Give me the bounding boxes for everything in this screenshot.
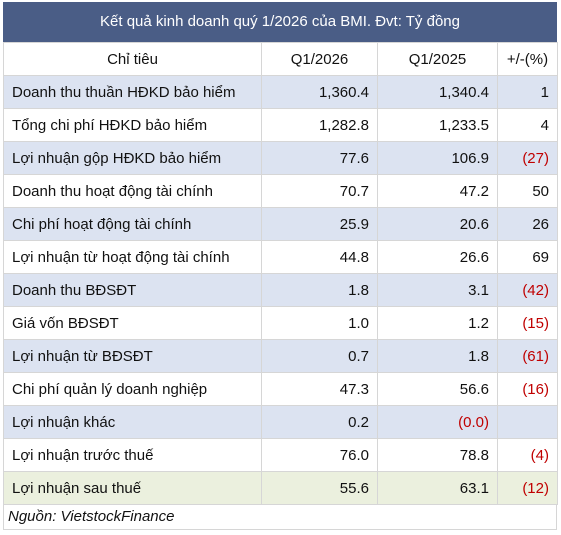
value-cell: 1,340.4 xyxy=(377,75,498,109)
row-label: Doanh thu BĐSĐT xyxy=(3,273,262,307)
row-label: Chi phí quản lý doanh nghiệp xyxy=(3,372,262,406)
table-row: Lợi nhuận sau thuế 55.6 63.1 (12) xyxy=(3,471,558,505)
value-cell: 1,360.4 xyxy=(261,75,378,109)
table-row: Tổng chi phí HĐKD bảo hiểm 1,282.8 1,233.5… xyxy=(3,108,558,142)
value-cell: (16) xyxy=(497,372,558,406)
table-row: Lợi nhuận từ hoạt động tài chính 44.8 26.6… xyxy=(3,240,558,274)
table-row: Chi phí quản lý doanh nghiệp 47.3 56.6 (16) xyxy=(3,372,558,406)
table: Chỉ tiêu Q1/2026 Q1/2025 +/-(%) Doanh thu th… xyxy=(3,42,558,505)
value-cell: 20.6 xyxy=(377,207,498,241)
row-label: Giá vốn BĐSĐT xyxy=(3,306,262,340)
value-cell: 1.2 xyxy=(377,306,498,340)
value-cell: 44.8 xyxy=(261,240,378,274)
table-row: Chi phí hoạt động tài chính 25.9 20.6 26 xyxy=(3,207,558,241)
value-cell: 106.9 xyxy=(377,141,498,175)
value-cell: 77.6 xyxy=(261,141,378,175)
value-cell: (0.0) xyxy=(377,405,498,439)
value-cell: 47.2 xyxy=(377,174,498,208)
table-row: Doanh thu thuần HĐKD bảo hiểm 1,360.4 1,34… xyxy=(3,75,558,109)
row-label: Chi phí hoạt động tài chính xyxy=(3,207,262,241)
value-cell: (12) xyxy=(497,471,558,505)
row-label: Lợi nhuận từ hoạt động tài chính xyxy=(3,240,262,274)
value-cell xyxy=(497,405,558,439)
value-cell: 47.3 xyxy=(261,372,378,406)
value-cell: 1,282.8 xyxy=(261,108,378,142)
value-cell: 55.6 xyxy=(261,471,378,505)
value-cell: 56.6 xyxy=(377,372,498,406)
table-row: Lợi nhuận khác 0.2 (0.0) xyxy=(3,405,558,439)
table-title: Kết quả kinh doanh quý 1/2026 của BMI. Đ… xyxy=(3,2,557,42)
header-cell: Q1/2026 xyxy=(261,42,378,76)
value-cell: 26 xyxy=(497,207,558,241)
table-row: Lợi nhuận trước thuế 76.0 78.8 (4) xyxy=(3,438,558,472)
table-row: Lợi nhuận từ BĐSĐT 0.7 1.8 (61) xyxy=(3,339,558,373)
row-label: Lợi nhuận trước thuế xyxy=(3,438,262,472)
value-cell: 76.0 xyxy=(261,438,378,472)
row-label: Doanh thu thuần HĐKD bảo hiểm xyxy=(3,75,262,109)
row-label: Lợi nhuận sau thuế xyxy=(3,471,262,505)
value-cell: 0.2 xyxy=(261,405,378,439)
value-cell: (61) xyxy=(497,339,558,373)
header-cell: Q1/2025 xyxy=(377,42,498,76)
value-cell: 1.0 xyxy=(261,306,378,340)
value-cell: (42) xyxy=(497,273,558,307)
value-cell: 25.9 xyxy=(261,207,378,241)
row-label: Lợi nhuận gộp HĐKD bảo hiểm xyxy=(3,141,262,175)
value-cell: 26.6 xyxy=(377,240,498,274)
table-row: Lợi nhuận gộp HĐKD bảo hiểm 77.6 106.9 (27) xyxy=(3,141,558,175)
value-cell: (4) xyxy=(497,438,558,472)
value-cell: 1 xyxy=(497,75,558,109)
value-cell: 0.7 xyxy=(261,339,378,373)
row-label: Lợi nhuận từ BĐSĐT xyxy=(3,339,262,373)
value-cell: 1.8 xyxy=(261,273,378,307)
value-cell: 50 xyxy=(497,174,558,208)
source-note: Nguồn: VietstockFinance xyxy=(3,505,557,530)
header-cell: Chỉ tiêu xyxy=(3,42,262,76)
row-label: Lợi nhuận khác xyxy=(3,405,262,439)
table-row: Doanh thu hoạt động tài chính 70.7 47.2 50 xyxy=(3,174,558,208)
value-cell: 3.1 xyxy=(377,273,498,307)
value-cell: 1.8 xyxy=(377,339,498,373)
value-cell: 1,233.5 xyxy=(377,108,498,142)
header-cell: +/-(%) xyxy=(497,42,558,76)
value-cell: 78.8 xyxy=(377,438,498,472)
row-label: Tổng chi phí HĐKD bảo hiểm xyxy=(3,108,262,142)
value-cell: 4 xyxy=(497,108,558,142)
table-row: Giá vốn BĐSĐT 1.0 1.2 (15) xyxy=(3,306,558,340)
value-cell: 70.7 xyxy=(261,174,378,208)
value-cell: 69 xyxy=(497,240,558,274)
table-card: Kết quả kinh doanh quý 1/2026 của BMI. Đ… xyxy=(3,2,558,530)
value-cell: (27) xyxy=(497,141,558,175)
value-cell: 63.1 xyxy=(377,471,498,505)
table-body: Chỉ tiêu Q1/2026 Q1/2025 +/-(%) Doanh thu th… xyxy=(3,42,558,505)
table-row: Doanh thu BĐSĐT 1.8 3.1 (42) xyxy=(3,273,558,307)
header-row: Chỉ tiêu Q1/2026 Q1/2025 +/-(%) xyxy=(3,42,558,76)
value-cell: (15) xyxy=(497,306,558,340)
row-label: Doanh thu hoạt động tài chính xyxy=(3,174,262,208)
